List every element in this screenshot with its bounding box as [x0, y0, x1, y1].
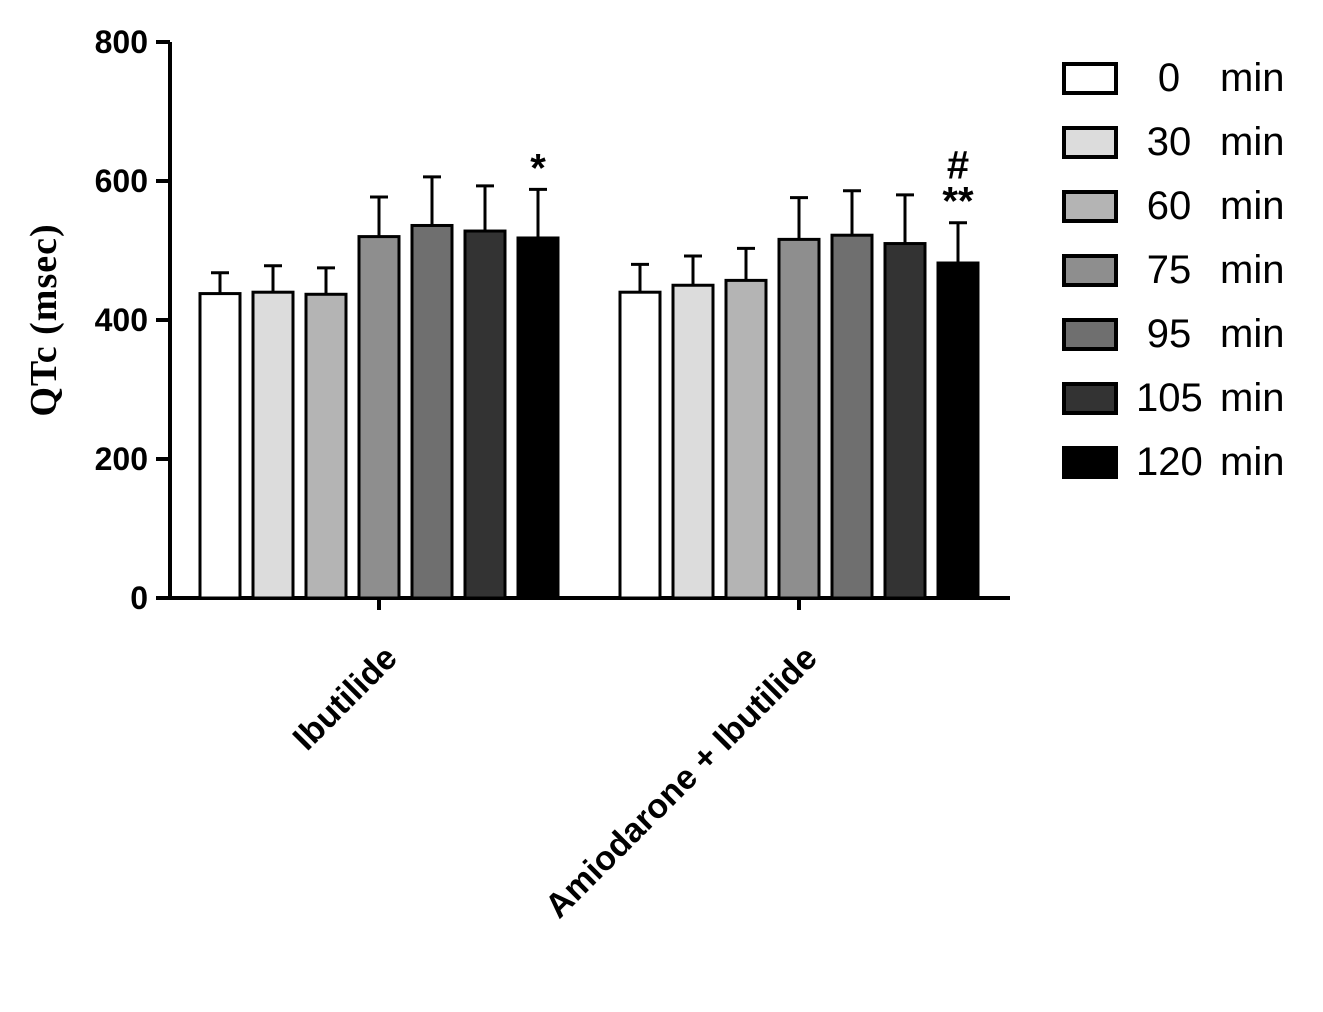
legend-time-unit: min: [1220, 56, 1285, 100]
legend-item: 105 min: [1062, 376, 1284, 421]
legend-time-unit: min: [1220, 376, 1285, 420]
legend-item: 75 min: [1062, 248, 1284, 293]
y-axis-title: QTc (msec): [23, 223, 65, 417]
legend-item: 95 min: [1062, 312, 1284, 357]
y-axis-tick-label: 400: [95, 302, 148, 338]
bar: [251, 290, 295, 600]
bar: [883, 242, 927, 600]
legend-item: 30 min: [1062, 120, 1284, 165]
significance-annotation: *: [530, 146, 546, 190]
legend-item: 0 min: [1062, 56, 1284, 101]
bar: [198, 292, 242, 600]
bar: [936, 261, 980, 600]
legend-item: 60 min: [1062, 184, 1284, 229]
legend-swatch: [1062, 254, 1118, 287]
category-label: Amiodarone + Ibutilide: [538, 639, 825, 926]
legend-swatch: [1062, 318, 1118, 351]
legend-item: 120 min: [1062, 440, 1284, 485]
legend-time-unit: min: [1220, 440, 1285, 484]
legend-swatch: [1062, 446, 1118, 479]
bar: [671, 283, 715, 600]
y-axis-tick-label: 200: [95, 441, 148, 477]
bar: [618, 290, 662, 600]
legend-swatch: [1062, 190, 1118, 223]
bar: [516, 236, 560, 600]
legend-time-unit: min: [1220, 184, 1285, 228]
bar: [830, 233, 874, 600]
legend-time-value: 60: [1146, 184, 1192, 228]
legend-time-value: 75: [1146, 248, 1192, 292]
legend: 0 min 30 min 60 min 75 min 95 min 105 min 120 min: [1062, 56, 1284, 485]
bar: [777, 237, 821, 600]
bar: [304, 292, 348, 600]
bar: [410, 223, 454, 600]
legend-swatch: [1062, 382, 1118, 415]
bar: [357, 235, 401, 600]
significance-annotation: #: [947, 144, 969, 188]
legend-swatch: [1062, 62, 1118, 95]
legend-swatch: [1062, 126, 1118, 159]
legend-time-value: 30: [1146, 120, 1192, 164]
legend-time-value: 105: [1136, 376, 1203, 420]
legend-time-unit: min: [1220, 312, 1285, 356]
legend-time-unit: min: [1220, 248, 1285, 292]
legend-time-value: 120: [1136, 440, 1203, 484]
y-axis-tick-label: 600: [95, 163, 148, 199]
y-axis-tick-label: 0: [130, 580, 148, 616]
y-axis-tick-label: 800: [95, 24, 148, 60]
category-label: Ibutilide: [286, 639, 405, 758]
legend-time-unit: min: [1220, 120, 1285, 164]
significance-annotation: **: [942, 180, 974, 224]
bar: [463, 229, 507, 600]
legend-time-value: 0: [1157, 56, 1181, 100]
bar: [724, 278, 768, 600]
legend-time-value: 95: [1146, 312, 1192, 356]
